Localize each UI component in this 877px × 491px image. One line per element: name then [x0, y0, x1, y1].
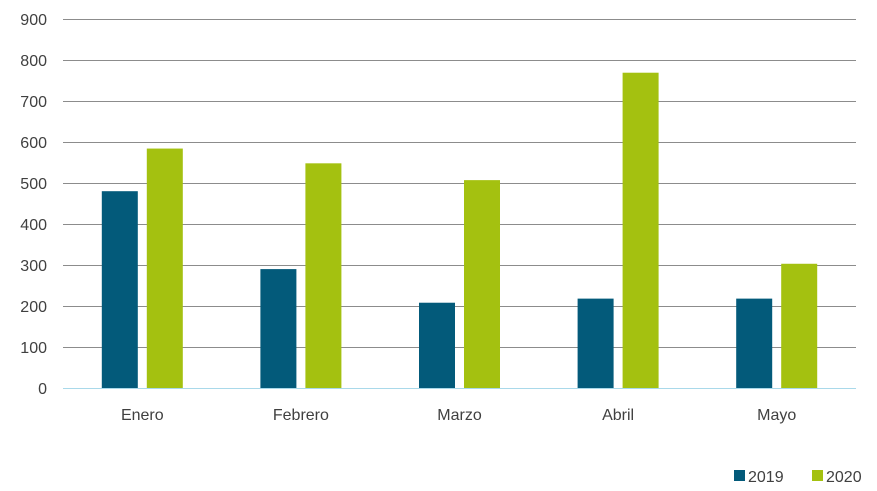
y-tick-label: 500 [20, 176, 47, 193]
y-tick-label: 100 [20, 340, 47, 357]
y-axis-tick-labels: 0 100 200 300 400 500 600 700 800 900 [20, 12, 47, 398]
bar-2020-mayo [781, 263, 818, 388]
bars [101, 72, 818, 389]
x-tick-label: Febrero [273, 407, 329, 424]
bar-2019-mayo [736, 298, 773, 388]
bar-2019-marzo [419, 302, 455, 388]
bar-2020-febrero [305, 163, 342, 388]
gridlines [63, 19, 856, 389]
x-axis-category-labels: Enero Febrero Marzo Abril Mayo [121, 407, 796, 424]
legend-label-2019: 2019 [748, 469, 784, 486]
x-tick-label: Marzo [437, 407, 482, 424]
legend: 2019 2020 [734, 469, 862, 486]
y-tick-label: 700 [20, 94, 47, 111]
legend-swatch-2020 [812, 470, 823, 481]
y-tick-label: 400 [20, 217, 47, 234]
bar-2019-abril [577, 298, 614, 388]
y-tick-label: 300 [20, 258, 47, 275]
legend-swatch-2019 [734, 470, 745, 481]
x-tick-label: Abril [602, 407, 634, 424]
bar-2019-febrero [260, 269, 297, 388]
y-tick-label: 900 [20, 12, 47, 29]
bar-2020-marzo [464, 180, 500, 388]
bar-2019-enero [101, 191, 138, 388]
y-tick-label: 600 [20, 135, 47, 152]
legend-label-2020: 2020 [826, 469, 862, 486]
x-tick-label: Mayo [757, 407, 796, 424]
y-tick-label: 0 [38, 381, 47, 398]
bar-2020-abril [622, 72, 659, 389]
bar-2020-enero [146, 148, 183, 388]
y-tick-label: 800 [20, 53, 47, 70]
y-tick-label: 200 [20, 299, 47, 316]
x-tick-label: Enero [121, 407, 164, 424]
